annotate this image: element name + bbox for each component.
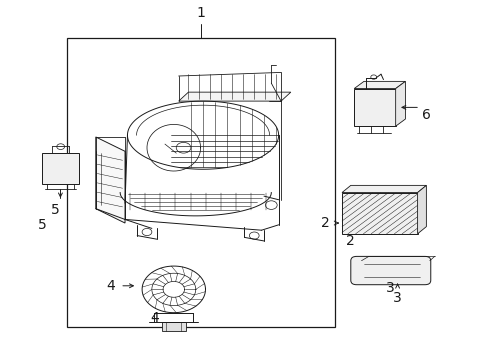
Text: 5: 5 [38, 218, 46, 232]
Polygon shape [178, 92, 290, 101]
Text: 3: 3 [386, 280, 394, 294]
Polygon shape [353, 81, 405, 89]
Text: 4: 4 [106, 279, 115, 293]
Polygon shape [341, 185, 426, 193]
Polygon shape [417, 185, 426, 234]
FancyBboxPatch shape [350, 256, 430, 285]
Polygon shape [353, 89, 395, 126]
Text: 2: 2 [321, 216, 329, 230]
Text: 3: 3 [392, 291, 401, 305]
Polygon shape [96, 137, 125, 223]
Bar [47, 156, 76, 179]
Polygon shape [341, 193, 417, 234]
Bar [161, 321, 185, 330]
Polygon shape [42, 153, 79, 184]
Text: 6: 6 [422, 108, 430, 122]
Text: 4: 4 [150, 311, 158, 325]
Bar [358, 92, 390, 123]
Text: 5: 5 [51, 203, 60, 217]
Bar [66, 39, 334, 327]
Text: 2: 2 [346, 234, 354, 248]
Text: 1: 1 [196, 6, 204, 21]
Polygon shape [395, 81, 405, 126]
